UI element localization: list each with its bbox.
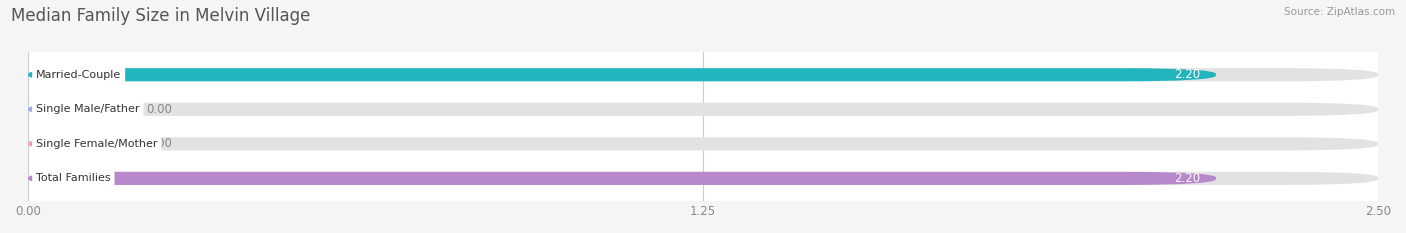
- Text: Single Male/Father: Single Male/Father: [37, 104, 139, 114]
- Text: Total Families: Total Families: [37, 173, 111, 183]
- Text: Single Female/Mother: Single Female/Mother: [37, 139, 157, 149]
- FancyBboxPatch shape: [28, 172, 1216, 185]
- FancyBboxPatch shape: [17, 137, 121, 150]
- Text: Married-Couple: Married-Couple: [37, 70, 121, 80]
- Text: 2.20: 2.20: [1174, 68, 1199, 81]
- Text: 2.20: 2.20: [1174, 172, 1199, 185]
- Text: Source: ZipAtlas.com: Source: ZipAtlas.com: [1284, 7, 1395, 17]
- FancyBboxPatch shape: [28, 172, 1378, 185]
- FancyBboxPatch shape: [28, 103, 1378, 116]
- FancyBboxPatch shape: [28, 137, 1378, 150]
- FancyBboxPatch shape: [28, 68, 1378, 81]
- Text: 0.00: 0.00: [146, 137, 173, 150]
- FancyBboxPatch shape: [28, 68, 1216, 81]
- FancyBboxPatch shape: [17, 103, 121, 116]
- Text: Median Family Size in Melvin Village: Median Family Size in Melvin Village: [11, 7, 311, 25]
- Text: 0.00: 0.00: [146, 103, 173, 116]
